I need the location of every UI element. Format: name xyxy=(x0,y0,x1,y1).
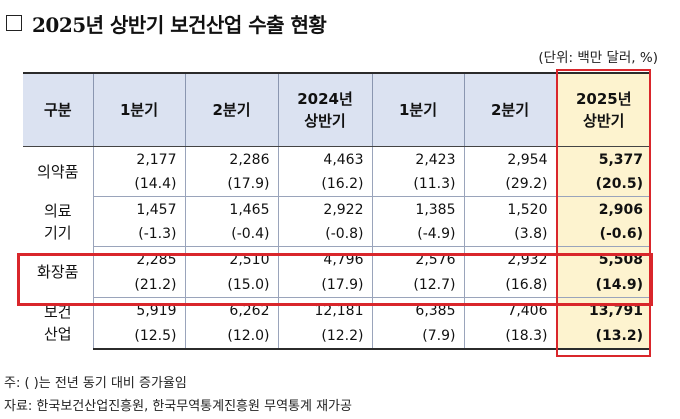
growth-rate-cell: (11.3) xyxy=(371,172,464,197)
table-row: (14.4) (17.9) (16.2) (11.3) (29.2) (20.5) xyxy=(23,172,651,197)
unit-note: (단위: 백만 달러, %) xyxy=(538,50,658,66)
growth-rate-cell: (18.3) xyxy=(463,324,556,350)
export-value-cell: 4,796 xyxy=(277,246,372,274)
header-2025-q1: 1분기 xyxy=(371,72,464,147)
export-value-cell: 7,406 xyxy=(463,297,556,325)
growth-rate-cell: (15.0) xyxy=(184,273,278,298)
header-category: 구분 xyxy=(23,72,93,147)
growth-rate-cell: (17.9) xyxy=(277,273,372,298)
export-value-cell: 1,385 xyxy=(371,196,464,223)
export-value-cell: 1,520 xyxy=(463,196,556,223)
growth-rate-cell: (14.9) xyxy=(555,273,651,298)
table-row: 화장품 2,285 2,510 4,796 2,576 2,932 5,508 xyxy=(23,246,651,281)
growth-rate-cell: (-4.9) xyxy=(371,222,464,247)
growth-rate-cell: (13.2) xyxy=(555,324,651,350)
export-value-cell: 2,906 xyxy=(555,196,651,223)
growth-rate-cell: (-1.3) xyxy=(92,222,185,247)
row-category-part: 의약품 xyxy=(37,162,79,181)
growth-rate-cell: (17.9) xyxy=(184,172,278,197)
header-2025-q2: 2분기 xyxy=(463,72,556,147)
export-value-cell: 2,954 xyxy=(463,146,556,173)
export-value-cell: 5,919 xyxy=(92,297,185,325)
export-value-cell: 2,286 xyxy=(184,146,278,173)
title-text: 2025년 상반기 보건산업 수출 현황 xyxy=(32,12,327,37)
export-table: 구분 1분기 2분기 2024년 상반기 1분기 2분기 2025년 상반기 의약품… xyxy=(23,72,651,350)
table-row: (-1.3) (-0.4) (-0.8) (-4.9) (3.8) (-0.6) xyxy=(23,222,651,247)
growth-rate-cell: (-0.6) xyxy=(555,222,651,247)
row-category: 의약품 xyxy=(23,147,93,197)
growth-rate-cell: (12.5) xyxy=(92,324,185,350)
growth-rate-cell: (-0.4) xyxy=(184,222,278,247)
export-value-cell: 2,932 xyxy=(463,246,556,274)
growth-rate-cell: (29.2) xyxy=(463,172,556,197)
growth-rate-cell: (12.0) xyxy=(184,324,278,350)
row-category-part: 보건 xyxy=(43,303,72,321)
growth-rate-cell: (14.4) xyxy=(92,172,185,197)
export-value-cell: 4,463 xyxy=(277,146,372,173)
export-value-cell: 1,465 xyxy=(184,196,278,223)
header-2024-q1: 1분기 xyxy=(92,72,185,147)
row-category-part: 의료 xyxy=(43,201,72,220)
row-category-part: 산업 xyxy=(43,325,72,343)
row-category-part: 화장품 xyxy=(37,263,79,281)
footnote: 주: ( )는 전년 동기 대비 증가율임 xyxy=(4,376,187,391)
header-2024-h1: 2024년 상반기 xyxy=(277,72,372,147)
export-value-cell: 2,922 xyxy=(277,196,372,223)
export-value-cell: 5,377 xyxy=(555,146,651,173)
export-value-cell: 2,423 xyxy=(371,146,464,173)
checkbox-square-icon xyxy=(6,15,22,31)
export-value-cell: 5,508 xyxy=(555,246,651,274)
export-value-cell: 2,177 xyxy=(92,146,185,173)
export-value-cell: 12,181 xyxy=(277,297,372,325)
export-value-cell: 1,457 xyxy=(92,196,185,223)
growth-rate-cell: (7.9) xyxy=(371,324,464,350)
page-title: 2025년 상반기 보건산업 수출 현황 xyxy=(6,8,327,38)
row-category-part: 기기 xyxy=(43,223,72,242)
growth-rate-cell: (-0.8) xyxy=(277,222,372,247)
table-row: 의약품 2,177 2,286 4,463 2,423 2,954 5,377 xyxy=(23,146,651,181)
export-value-cell: 2,576 xyxy=(371,246,464,274)
growth-rate-cell: (16.8) xyxy=(463,273,556,298)
export-value-cell: 13,791 xyxy=(555,297,651,325)
table-row: (12.5) (12.0) (12.2) (7.9) (18.3) (13.2) xyxy=(23,324,651,350)
growth-rate-cell: (16.2) xyxy=(277,172,372,197)
source-note: 자료: 한국보건산업진흥원, 한국무역통계진흥원 무역통계 재가공 xyxy=(4,399,352,414)
growth-rate-cell: (12.7) xyxy=(371,273,464,298)
export-value-cell: 6,385 xyxy=(371,297,464,325)
table-header-row: 구분 1분기 2분기 2024년 상반기 1분기 2분기 2025년 상반기 xyxy=(23,72,651,147)
header-2024-q2: 2분기 xyxy=(184,72,278,147)
growth-rate-cell: (12.2) xyxy=(277,324,372,350)
export-value-cell: 6,262 xyxy=(184,297,278,325)
growth-rate-cell: (21.2) xyxy=(92,273,185,298)
growth-rate-cell: (20.5) xyxy=(555,172,651,197)
export-value-cell: 2,285 xyxy=(92,246,185,274)
row-category: 화장품 xyxy=(23,247,93,298)
header-2025-h1: 2025년 상반기 xyxy=(555,72,651,147)
growth-rate-cell: (3.8) xyxy=(463,222,556,247)
table-row: (21.2) (15.0) (17.9) (12.7) (16.8) (14.9) xyxy=(23,273,651,298)
export-value-cell: 2,510 xyxy=(184,246,278,274)
